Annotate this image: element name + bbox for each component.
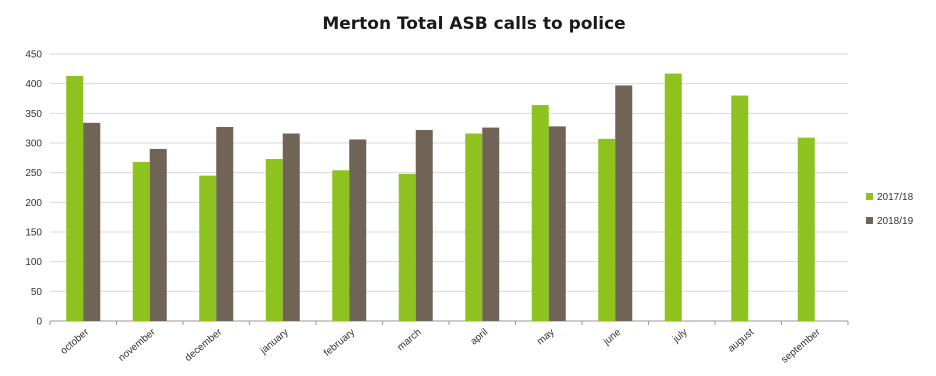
x-tick-label: june bbox=[601, 327, 624, 349]
bar-2017-18-january bbox=[265, 159, 283, 321]
x-tick-label: may bbox=[535, 327, 557, 348]
y-tick-label: 250 bbox=[25, 168, 42, 179]
x-tick-label: april bbox=[469, 327, 491, 348]
bar-2017-18-june bbox=[598, 138, 616, 321]
y-axis-ticks: 0 50 100 150 200 250 300 350 400 450 bbox=[25, 50, 42, 328]
y-tick-label: 0 bbox=[36, 317, 42, 328]
bar-2018-19-may bbox=[548, 126, 566, 322]
legend-label: 2017/18 bbox=[877, 192, 914, 203]
bar-2017-18-october bbox=[66, 75, 84, 321]
y-tick-label: 50 bbox=[31, 287, 43, 298]
x-tick-label: october bbox=[59, 326, 92, 356]
bar-2018-19-february bbox=[349, 139, 367, 321]
x-tick-label: august bbox=[726, 327, 756, 355]
x-axis bbox=[49, 321, 849, 325]
bar-2017-18-july bbox=[664, 73, 682, 321]
bar-2018-19-june bbox=[615, 85, 633, 322]
x-tick-label: september bbox=[779, 326, 823, 365]
chart-title: Merton Total ASB calls to police bbox=[322, 14, 625, 34]
legend: 2017/18 2018/19 bbox=[866, 192, 914, 227]
y-tick-label: 200 bbox=[25, 198, 42, 209]
y-tick-label: 350 bbox=[25, 109, 42, 120]
legend-label: 2018/19 bbox=[877, 216, 914, 227]
y-tick-label: 100 bbox=[25, 257, 42, 268]
bar-2017-18-september bbox=[797, 137, 815, 321]
bar-2018-19-november bbox=[149, 148, 167, 321]
x-tick-label: july bbox=[670, 327, 689, 346]
y-tick-label: 300 bbox=[25, 139, 42, 150]
y-tick-label: 400 bbox=[25, 79, 42, 90]
bar-2017-18-may bbox=[531, 105, 549, 321]
bar-2017-18-december bbox=[199, 175, 217, 321]
bar-2018-19-march bbox=[415, 129, 433, 321]
x-tick-label: february bbox=[322, 327, 357, 359]
x-tick-label: january bbox=[258, 327, 291, 357]
bar-2018-19-october bbox=[83, 122, 101, 322]
bars bbox=[66, 73, 815, 322]
bar-2017-18-august bbox=[731, 95, 749, 322]
legend-swatch bbox=[866, 217, 873, 224]
x-tick-label: march bbox=[395, 327, 423, 353]
gridlines bbox=[50, 53, 848, 322]
x-tick-label: december bbox=[183, 326, 225, 363]
x-axis-ticks: october november december january february ma… bbox=[59, 326, 824, 365]
bar-2018-19-april bbox=[482, 127, 500, 321]
bar-2017-18-november bbox=[132, 161, 150, 321]
y-tick-label: 150 bbox=[25, 228, 42, 239]
legend-swatch bbox=[866, 193, 873, 200]
bar-2018-19-january bbox=[282, 133, 300, 321]
y-tick-label: 450 bbox=[25, 50, 42, 61]
x-tick-label: november bbox=[117, 326, 159, 363]
bar-2017-18-march bbox=[398, 173, 416, 321]
bar-2017-18-february bbox=[332, 170, 350, 321]
bar-2018-19-december bbox=[216, 126, 234, 321]
bar-2017-18-april bbox=[465, 133, 483, 321]
